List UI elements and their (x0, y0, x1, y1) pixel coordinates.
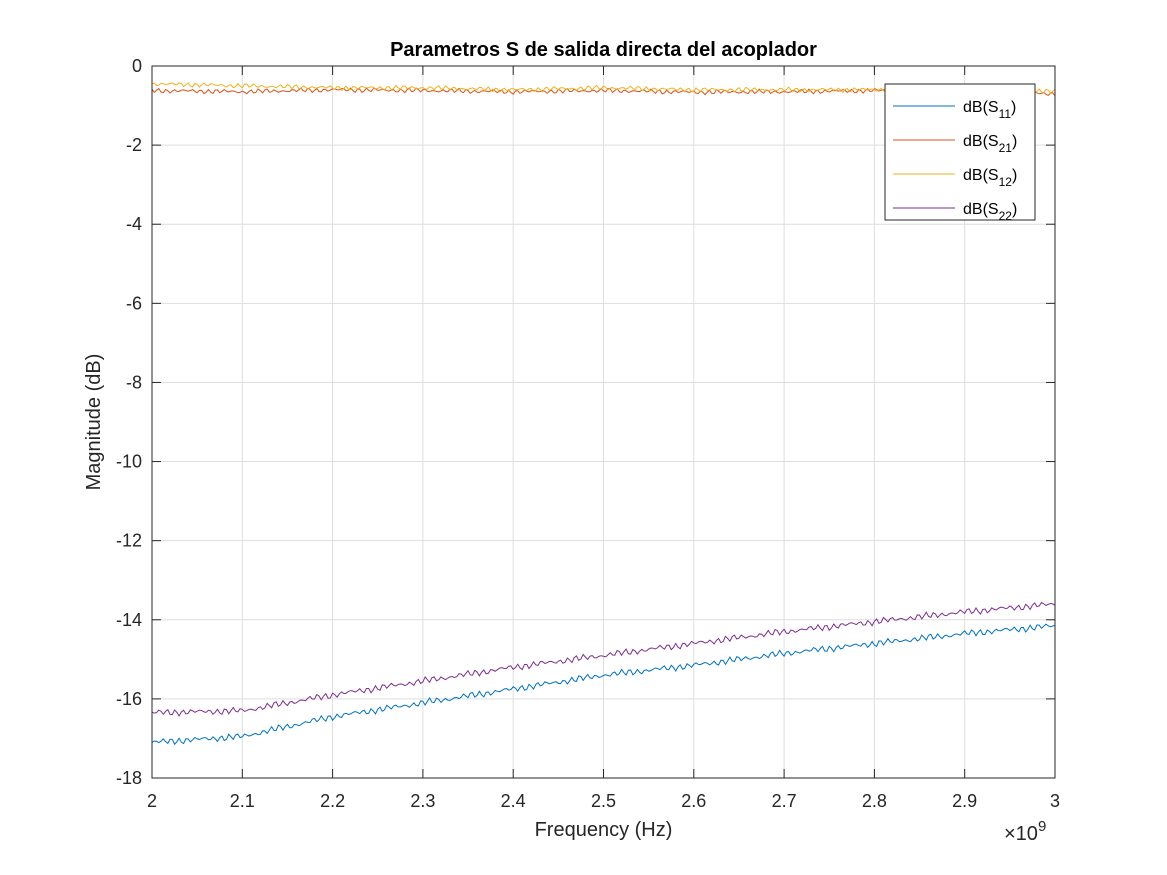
legend-entry-suffix: ) (1012, 133, 1017, 150)
x-tick-label: 2.1 (230, 791, 255, 811)
legend-box (884, 83, 1036, 221)
legend-entry-prefix: dB(S (963, 201, 999, 218)
legend-entry-prefix: dB(S (963, 133, 999, 150)
x-axis-exponent-power: 9 (1038, 818, 1046, 835)
y-tick-label: -14 (116, 610, 142, 630)
x-axis-label: Frequency (Hz) (535, 819, 673, 841)
series-line-11 (151, 623, 1056, 746)
y-tick-label: 0 (132, 56, 142, 76)
x-axis-exponent-base: ×10 (1004, 823, 1038, 845)
y-tick-label: -8 (126, 372, 142, 392)
x-tick-label: 2.7 (772, 791, 797, 811)
legend: dB(S11)dB(S21)dB(S12)dB(S22) (884, 83, 1036, 223)
legend-entry: dB(S12) (963, 167, 1017, 189)
x-tick-label: 2.5 (591, 791, 616, 811)
series-line-22 (151, 601, 1056, 717)
x-tick-label: 2.4 (501, 791, 526, 811)
legend-entry: dB(S11) (963, 99, 1016, 121)
legend-entry-prefix: dB(S (963, 99, 999, 116)
legend-entry-subscript: 11 (999, 107, 1012, 121)
y-tick-label: -18 (116, 768, 142, 788)
ticks: 2 2.1 2.2 2.3 2.4 2.5 2.6 2.7 2.8 2.9 3 0 -2 -4 -6 -8 -1… (116, 56, 1060, 811)
y-tick-label: -10 (116, 452, 142, 472)
y-tick-label: -4 (126, 214, 142, 234)
legend-entry: dB(S22) (963, 201, 1017, 223)
x-tick-label: 2.2 (320, 791, 345, 811)
x-tick-label: 2 (147, 791, 157, 811)
y-tick-label: -6 (126, 293, 142, 313)
y-axis-label: Magnitude (dB) (83, 354, 105, 491)
x-tick-label: 2.9 (952, 791, 977, 811)
x-axis-exponent: ×109 (1004, 818, 1046, 845)
legend-entry: dB(S21) (963, 133, 1017, 155)
y-tick-label: -2 (126, 135, 142, 155)
x-tick-label: 2.3 (410, 791, 435, 811)
legend-entry-subscript: 12 (999, 175, 1013, 189)
y-tick-label: -12 (116, 531, 142, 551)
x-tick-label: 2.6 (681, 791, 706, 811)
legend-entry-suffix: ) (1011, 99, 1016, 116)
legend-entry-subscript: 22 (999, 209, 1013, 223)
legend-entry-prefix: dB(S (963, 167, 999, 184)
y-tick-label: -16 (116, 689, 142, 709)
legend-entry-subscript: 21 (999, 141, 1013, 155)
legend-entry-suffix: ) (1012, 201, 1017, 218)
x-tick-label: 3 (1050, 791, 1060, 811)
legend-entry-suffix: ) (1012, 167, 1017, 184)
x-tick-label: 2.8 (862, 791, 887, 811)
chart-title: Parametros S de salida directa del acopl… (390, 39, 817, 61)
